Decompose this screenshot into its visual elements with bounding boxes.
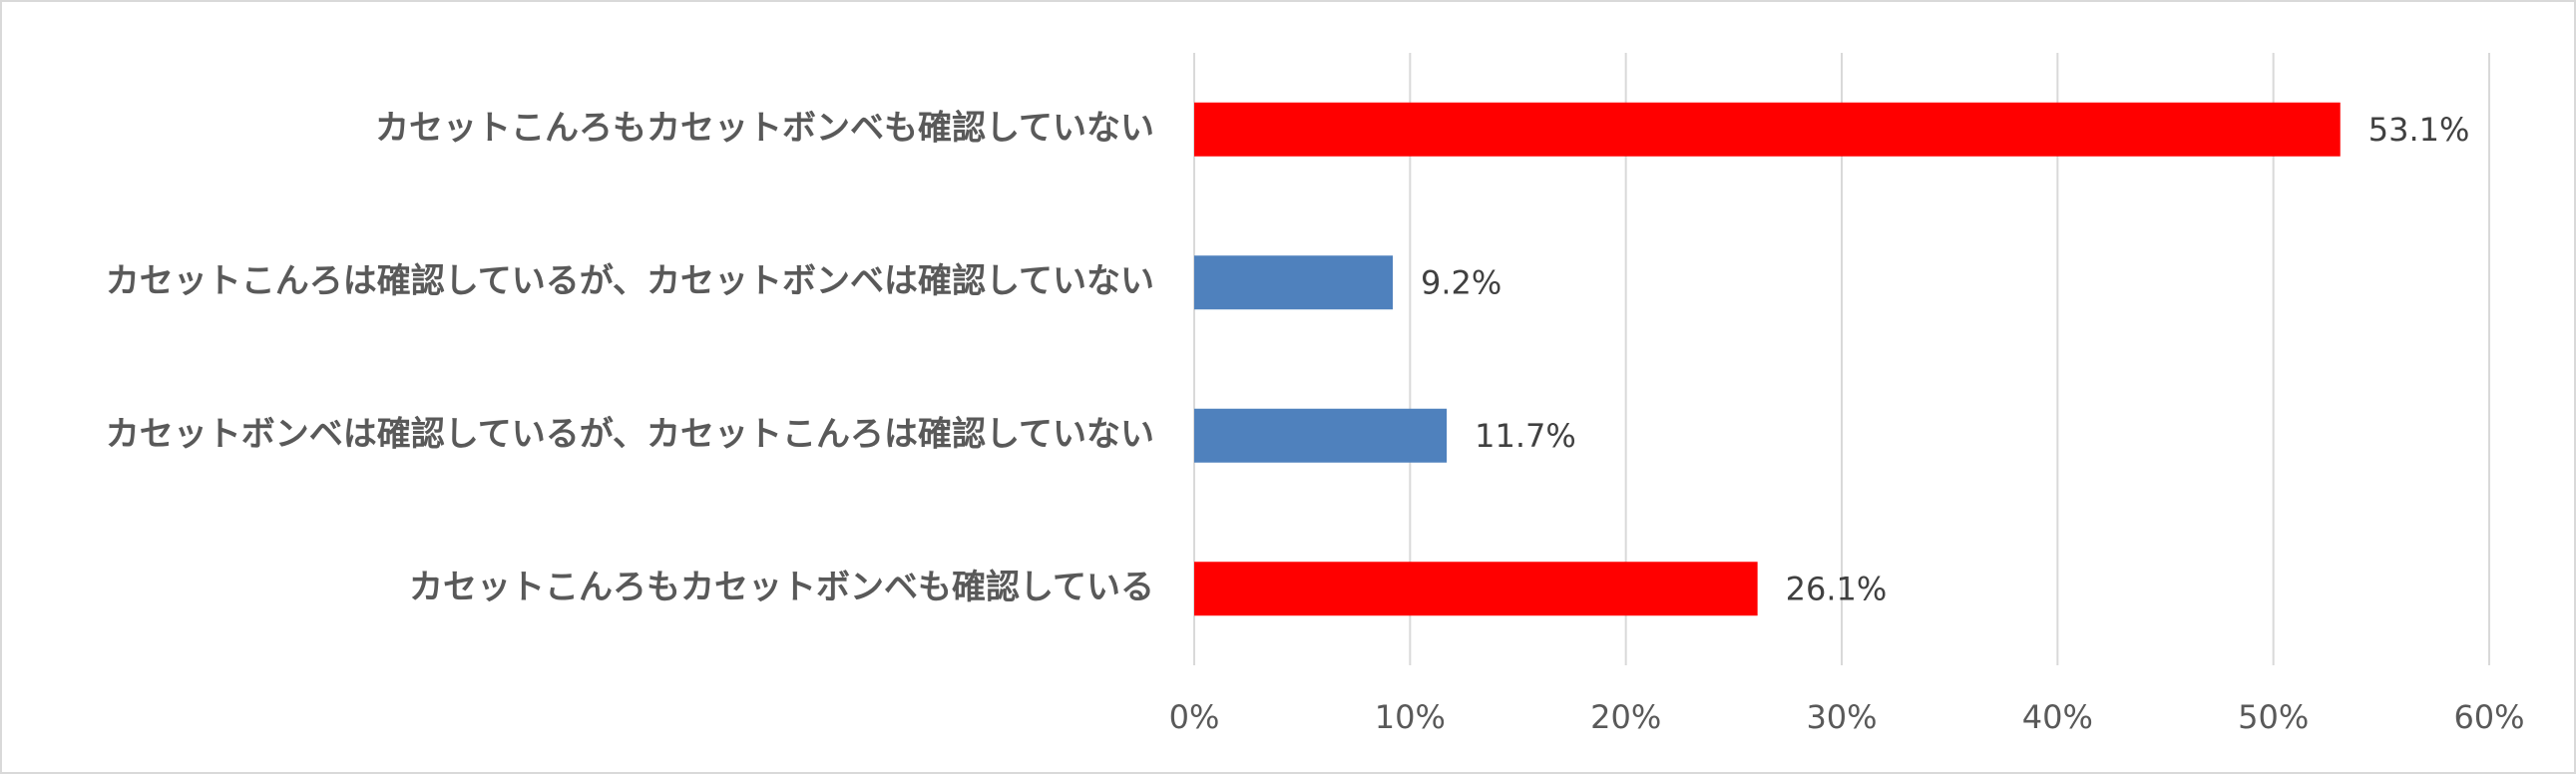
value-label: 53.1% [2368, 111, 2470, 149]
y-tick-label: カセットボンベは確認しているが、カセットこんろは確認していない [106, 414, 1154, 454]
x-tick-label: 0% [1169, 698, 1220, 736]
y-tick-label: カセットこんろは確認しているが、カセットボンベは確認していない [106, 261, 1154, 301]
value-label: 11.7% [1475, 417, 1576, 455]
x-tick-label: 60% [2453, 698, 2524, 736]
x-tick-label: 50% [2238, 698, 2309, 736]
x-tick-label: 10% [1375, 698, 1446, 736]
x-tick-label: 20% [1590, 698, 1661, 736]
bar [1194, 562, 1758, 616]
bar [1194, 408, 1448, 463]
x-tick-label: 40% [2022, 698, 2093, 736]
bar [1194, 255, 1394, 310]
y-tick-label: カセットこんろもカセットボンベも確認している [409, 568, 1154, 607]
value-label: 26.1% [1786, 570, 1888, 607]
x-tick-label: 30% [1806, 698, 1877, 736]
value-label: 9.2% [1421, 263, 1502, 301]
y-tick-label: カセットこんろもカセットボンベも確認していない [375, 108, 1154, 148]
bar [1194, 102, 2341, 157]
